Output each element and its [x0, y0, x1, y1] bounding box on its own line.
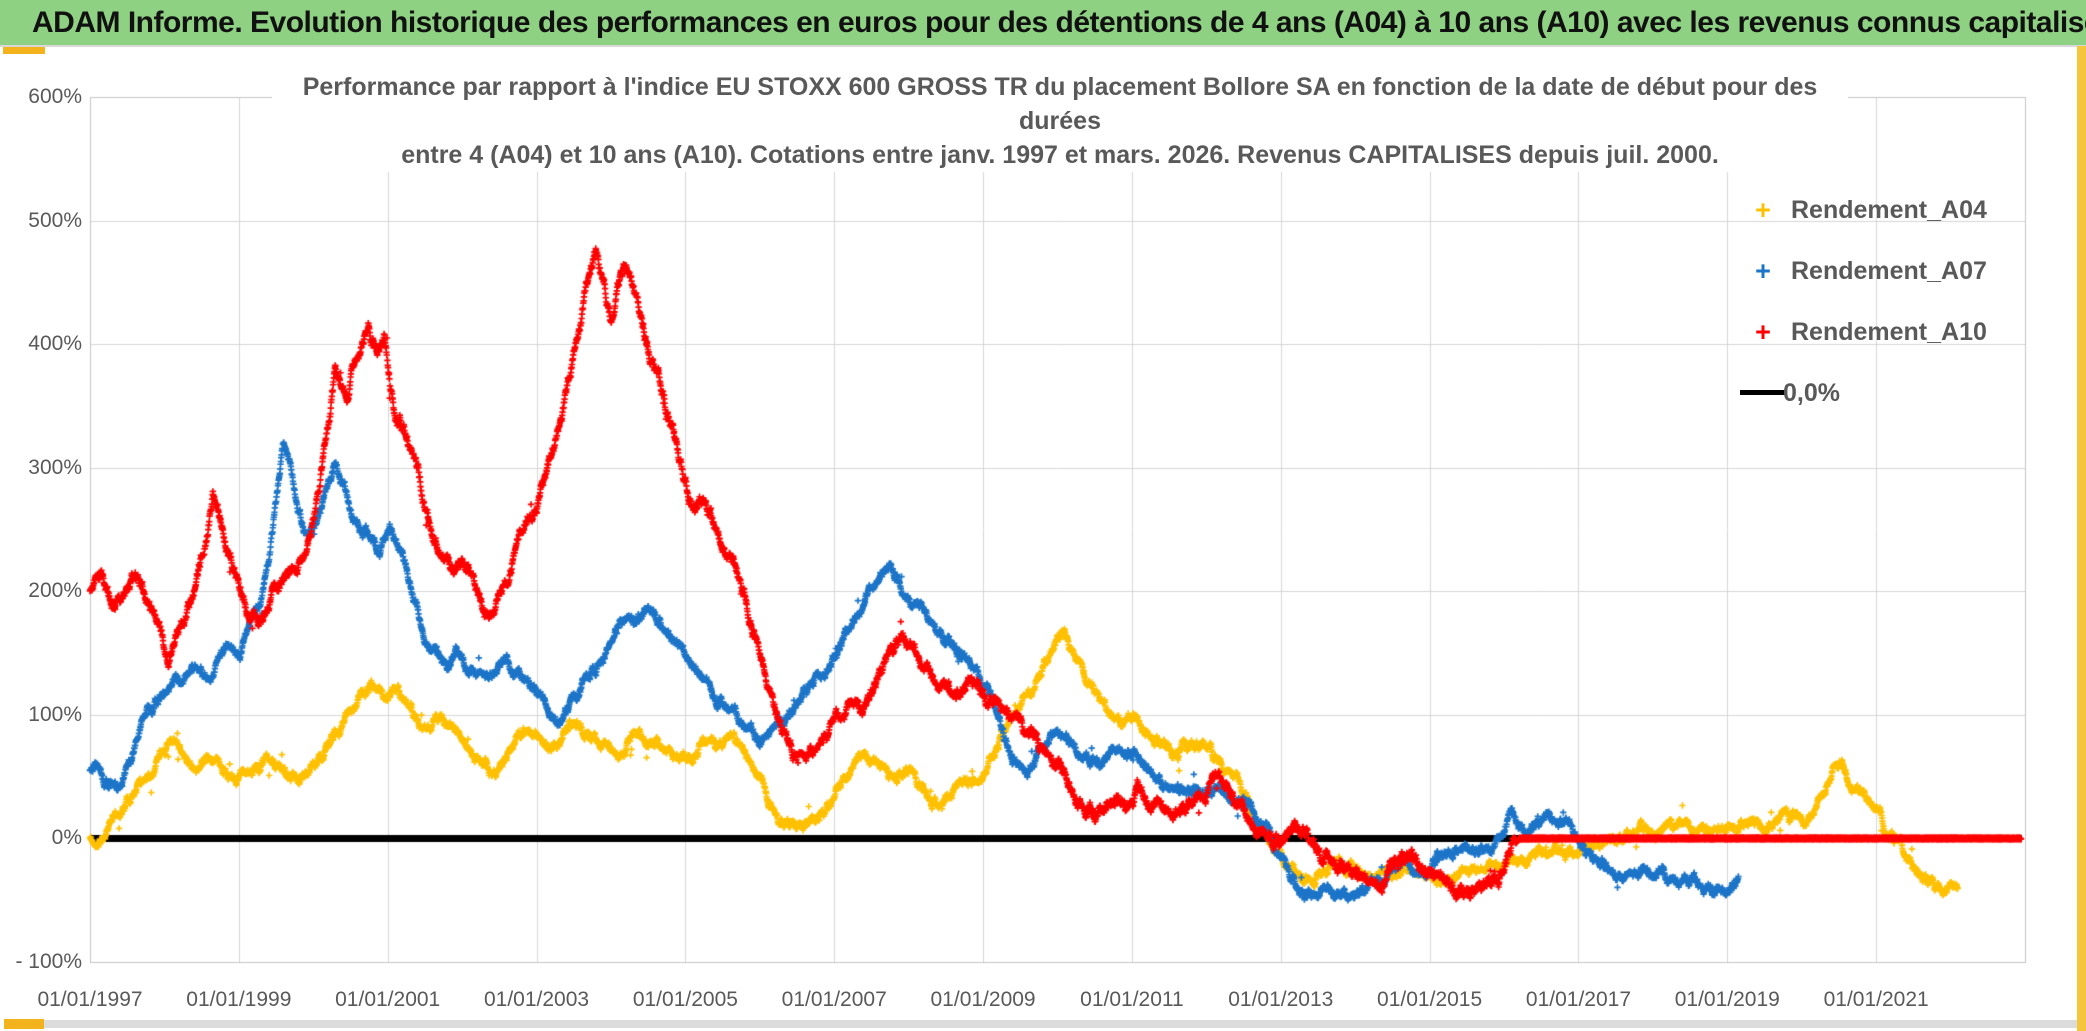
chart-subtitle-line1: Performance par rapport à l'indice EU ST… — [302, 73, 1818, 135]
legend-label: Rendement_A10 — [1791, 317, 1987, 346]
zero-line-icon — [1737, 384, 1789, 402]
y-tick-label: 600% — [28, 85, 82, 108]
x-tick-label: 01/01/2005 — [632, 988, 738, 1011]
x-tick-label: 01/01/2021 — [1823, 988, 1929, 1011]
legend-label: 0,0% — [1783, 378, 1840, 407]
x-tick-label: 01/01/2009 — [930, 988, 1036, 1011]
legend-label: Rendement_A07 — [1791, 256, 1987, 285]
x-tick-label: 01/01/2007 — [781, 988, 887, 1011]
y-tick-label: 500% — [28, 208, 82, 232]
legend-item-rendement-a10[interactable]: + Rendement_A10 — [1737, 310, 1987, 354]
legend-label: Rendement_A04 — [1791, 195, 1987, 224]
x-tick-label: 01/01/2013 — [1228, 988, 1334, 1011]
x-tick-label: 01/01/1999 — [186, 988, 292, 1011]
y-tick-label: 400% — [28, 332, 82, 356]
legend-item-zero-line[interactable]: 0,0% — [1737, 371, 1840, 415]
y-tick-label: 200% — [28, 579, 82, 603]
x-tick-label: 01/01/2017 — [1525, 988, 1632, 1011]
legend-item-rendement-a04[interactable]: + Rendement_A04 — [1737, 188, 1987, 232]
plus-marker-icon: + — [1755, 255, 1771, 286]
y-tick-label: 100% — [28, 702, 82, 726]
chart-subtitle: Performance par rapport à l'indice EU ST… — [272, 70, 1848, 172]
x-tick-label: 01/01/2011 — [1080, 988, 1184, 1011]
y-tick-label: 0% — [51, 826, 82, 850]
x-tick-label: 01/01/2019 — [1674, 988, 1780, 1011]
x-tick-label: 01/01/2003 — [483, 988, 590, 1011]
plus-marker-icon: + — [1755, 316, 1771, 347]
y-tick-label: 300% — [28, 455, 82, 479]
plus-marker-icon: + — [1755, 194, 1771, 225]
y-tick-label: - 100% — [15, 950, 82, 973]
legend-item-rendement-a07[interactable]: + Rendement_A07 — [1737, 249, 1987, 293]
chart-subtitle-line2: entre 4 (A04) et 10 ans (A10). Cotations… — [401, 141, 1719, 169]
x-tick-label: 01/01/1997 — [37, 988, 143, 1011]
x-tick-label: 01/01/2001 — [335, 988, 441, 1011]
x-tick-label: 01/01/2015 — [1377, 988, 1483, 1011]
